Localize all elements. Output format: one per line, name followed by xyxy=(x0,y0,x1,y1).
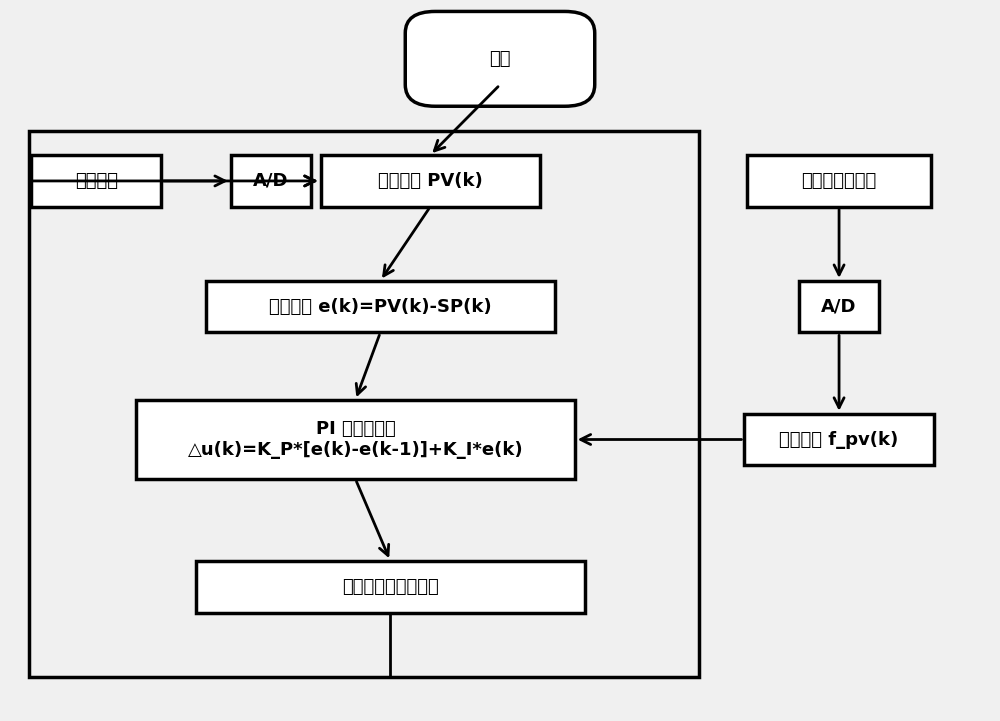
FancyBboxPatch shape xyxy=(196,561,585,613)
FancyBboxPatch shape xyxy=(799,280,879,332)
Text: 开始: 开始 xyxy=(489,50,511,68)
Text: 本次采样 PV(k): 本次采样 PV(k) xyxy=(378,172,483,190)
FancyBboxPatch shape xyxy=(744,414,934,465)
FancyBboxPatch shape xyxy=(136,400,575,479)
Text: 变频器输出频率: 变频器输出频率 xyxy=(801,172,877,190)
Text: A/D: A/D xyxy=(253,172,288,190)
Text: A/D: A/D xyxy=(821,298,857,316)
FancyBboxPatch shape xyxy=(747,155,931,207)
Text: 计算误差 e(k)=PV(k)-SP(k): 计算误差 e(k)=PV(k)-SP(k) xyxy=(269,298,492,316)
FancyBboxPatch shape xyxy=(31,155,161,207)
FancyBboxPatch shape xyxy=(320,155,540,207)
FancyBboxPatch shape xyxy=(206,280,555,332)
Text: PI 算法控制量
△u(k)=K_P*[e(k)-e(k-1)]+K_I*e(k): PI 算法控制量 △u(k)=K_P*[e(k)-e(k-1)]+K_I*e(k… xyxy=(188,420,523,459)
Text: 本次采样 f_pv(k): 本次采样 f_pv(k) xyxy=(779,430,899,448)
Text: 变频器输出频率调整: 变频器输出频率调整 xyxy=(342,578,439,596)
FancyBboxPatch shape xyxy=(231,155,311,207)
Text: 管网压力: 管网压力 xyxy=(75,172,118,190)
FancyBboxPatch shape xyxy=(405,12,595,106)
